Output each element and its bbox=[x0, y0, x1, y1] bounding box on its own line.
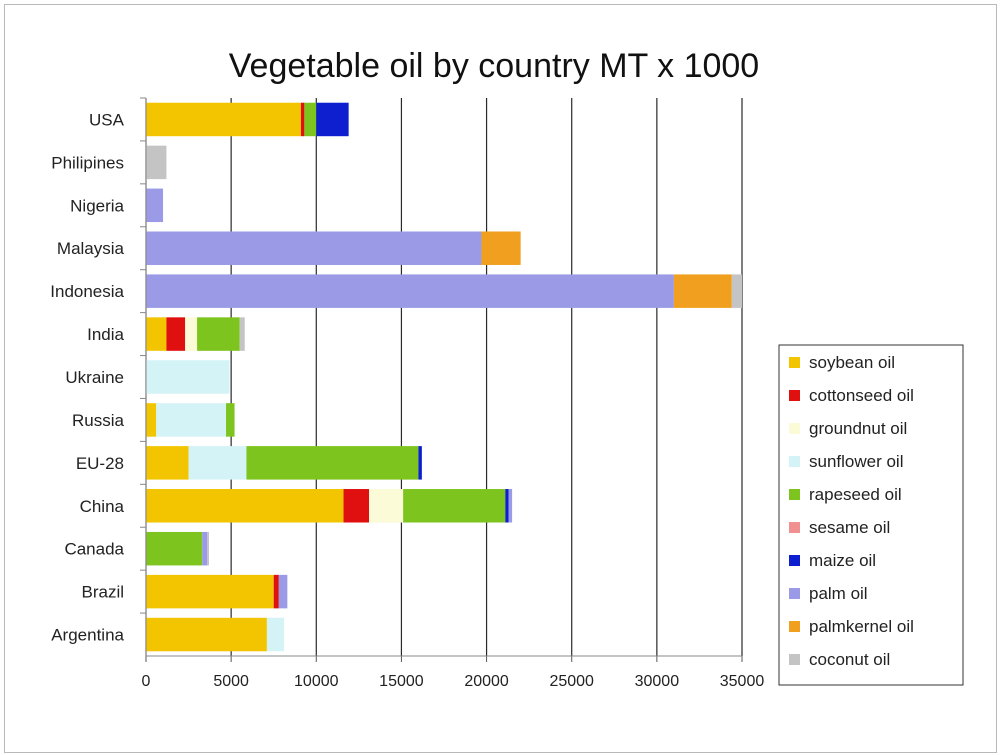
legend-label: groundnut oil bbox=[809, 419, 907, 438]
bar-segment bbox=[146, 574, 274, 609]
legend-swatch bbox=[789, 654, 800, 665]
bar-segment bbox=[146, 360, 230, 394]
bar-segment bbox=[156, 403, 227, 437]
bar-segment bbox=[369, 489, 404, 523]
bar-segment bbox=[418, 446, 422, 480]
bar-segment bbox=[146, 102, 301, 137]
legend-swatch bbox=[789, 588, 800, 599]
bar-segment bbox=[146, 489, 344, 523]
legend-box bbox=[778, 344, 964, 686]
legend-swatch bbox=[789, 555, 800, 566]
bar-segment bbox=[185, 317, 198, 351]
legend-label: cottonseed oil bbox=[809, 386, 914, 405]
legend-label: palm oil bbox=[809, 584, 868, 603]
bar-segment bbox=[731, 274, 742, 308]
bar-segment bbox=[146, 446, 189, 480]
category-label: Argentina bbox=[51, 626, 124, 645]
bar-segment bbox=[278, 574, 288, 609]
bar-segment bbox=[239, 317, 245, 351]
legend-swatch bbox=[789, 456, 800, 467]
bar-segment bbox=[343, 489, 370, 523]
x-tick-label: 20000 bbox=[464, 673, 509, 690]
legend-swatch bbox=[789, 522, 800, 533]
category-label: Philipines bbox=[51, 153, 124, 172]
legend: soybean oil cottonseed oil groundnut oil su… bbox=[778, 344, 964, 686]
category-label: India bbox=[87, 325, 124, 344]
category-label: USA bbox=[89, 110, 125, 129]
bar-segment bbox=[207, 531, 210, 566]
x-tick-label: 30000 bbox=[635, 673, 680, 690]
bar-segment bbox=[403, 489, 506, 523]
bar-segment bbox=[146, 531, 203, 566]
category-label: Canada bbox=[64, 540, 124, 559]
bar-segment bbox=[146, 188, 164, 223]
x-tick-label: 5000 bbox=[213, 673, 249, 690]
bar-segment bbox=[202, 531, 208, 566]
bar-segment bbox=[508, 489, 513, 523]
category-label: Nigeria bbox=[70, 196, 124, 215]
legend-label: maize oil bbox=[809, 551, 876, 570]
x-tick-label: 10000 bbox=[294, 673, 339, 690]
legend-label: palmkernel oil bbox=[809, 617, 914, 636]
gridlines bbox=[145, 98, 743, 656]
bar-segment bbox=[273, 574, 279, 609]
bar-segment bbox=[188, 446, 247, 480]
bar-segment bbox=[316, 102, 349, 137]
category-label: Brazil bbox=[81, 583, 124, 602]
bar-segment bbox=[146, 231, 482, 265]
bar-segment bbox=[300, 102, 305, 137]
bar-segment bbox=[505, 489, 509, 523]
bar-segment bbox=[226, 403, 235, 437]
bar-segment bbox=[146, 317, 167, 351]
legend-swatch bbox=[789, 489, 800, 500]
x-tick-label: 15000 bbox=[379, 673, 424, 690]
category-label: EU-28 bbox=[76, 454, 124, 473]
bar-segment bbox=[146, 274, 674, 308]
category-label: China bbox=[80, 497, 125, 516]
chart-title: Vegetable oil by country MT x 1000 bbox=[229, 47, 759, 85]
legend-label: coconut oil bbox=[809, 650, 890, 669]
category-label: Indonesia bbox=[50, 282, 124, 301]
bar-segment bbox=[673, 274, 732, 308]
x-tick-label: 25000 bbox=[549, 673, 594, 690]
bar-segment bbox=[197, 317, 240, 351]
legend-swatch bbox=[789, 390, 800, 401]
legend-label: sesame oil bbox=[809, 518, 890, 537]
bar-segment bbox=[146, 403, 157, 437]
bar-segment bbox=[304, 102, 317, 137]
category-label: Russia bbox=[72, 411, 125, 430]
bar-segment bbox=[246, 446, 419, 480]
x-tick-label: 35000 bbox=[720, 673, 765, 690]
bar-segment bbox=[146, 617, 267, 652]
legend-label: sunflower oil bbox=[809, 452, 904, 471]
legend-swatch bbox=[789, 357, 800, 368]
axes: 0 5000 10000 15000 20000 25000 30000 35000 USA Ph… bbox=[50, 97, 765, 690]
category-label: Malaysia bbox=[57, 239, 125, 258]
category-label: Ukraine bbox=[65, 368, 124, 387]
bar-segment bbox=[146, 145, 167, 180]
legend-swatch bbox=[789, 621, 800, 632]
legend-label: soybean oil bbox=[809, 353, 895, 372]
legend-swatch bbox=[789, 423, 800, 434]
x-tick-label: 0 bbox=[142, 673, 151, 690]
bar-segment bbox=[266, 617, 284, 652]
bars bbox=[146, 102, 742, 652]
bar-segment bbox=[481, 231, 521, 265]
legend-label: rapeseed oil bbox=[809, 485, 902, 504]
bar-segment bbox=[166, 317, 186, 351]
